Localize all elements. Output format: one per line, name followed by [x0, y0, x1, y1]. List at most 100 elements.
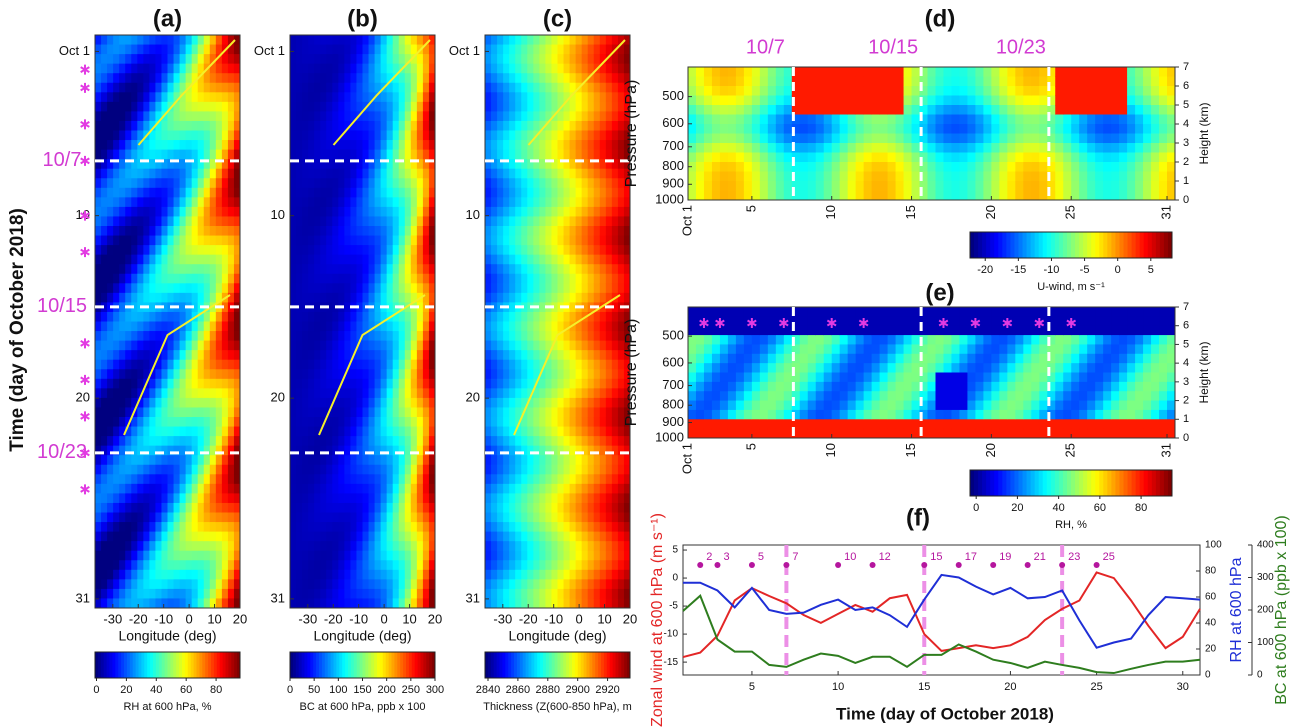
heatmap-cell — [485, 598, 492, 609]
heatmap-cell — [527, 569, 534, 580]
heatmap-cell — [161, 369, 168, 380]
heatmap-cell — [416, 436, 424, 447]
heatmap-cell — [227, 44, 235, 55]
heatmap-cell — [350, 73, 357, 84]
heatmap-cell — [143, 283, 150, 294]
heatmap-cell — [539, 302, 546, 313]
heatmap-cell — [149, 588, 156, 599]
heatmap-cell — [338, 54, 345, 65]
heatmap-cell — [569, 512, 577, 523]
heatmap-cell — [497, 560, 504, 571]
heatmap-cell — [326, 464, 333, 475]
heatmap-cell — [197, 92, 205, 103]
heatmap-cell — [215, 283, 223, 294]
heatmap-cell — [326, 73, 333, 84]
heatmap-cell — [623, 493, 631, 504]
heatmap-cell — [149, 187, 156, 198]
heatmap-cell — [308, 321, 315, 332]
heatmap-cell — [527, 73, 534, 84]
heatmap-cell — [233, 149, 241, 160]
heatmap-cell — [332, 35, 339, 46]
heatmap-cell — [161, 130, 168, 141]
heatmap-cell — [119, 455, 126, 466]
heatmap-cell — [314, 397, 321, 408]
heatmap-cell — [623, 474, 631, 485]
contour-cell — [799, 76, 809, 87]
heatmap-cell — [398, 502, 406, 513]
colorbar-cell — [290, 652, 294, 678]
contour-cell — [879, 181, 889, 191]
heatmap-cell — [509, 550, 516, 561]
contour-cell — [711, 133, 721, 144]
heatmap-cell — [428, 455, 436, 466]
heatmap-cell — [545, 550, 552, 561]
heatmap-cell — [332, 569, 339, 580]
heatmap-cell — [587, 264, 595, 275]
heatmap-cell — [362, 397, 370, 408]
heatmap-cell — [623, 216, 631, 227]
colorbar-cell — [368, 652, 372, 678]
heatmap-cell — [497, 187, 504, 198]
heatmap-cell — [209, 350, 217, 361]
heatmap-cell — [380, 541, 388, 552]
contour-cell — [703, 143, 713, 153]
heatmap-cell — [392, 474, 400, 485]
heatmap-cell — [167, 120, 175, 131]
plot-frame — [484, 34, 631, 609]
panel-title: (c) — [543, 5, 572, 32]
heatmap-cell — [197, 226, 205, 237]
heatmap-cell — [302, 426, 309, 437]
heatmap-cell — [149, 550, 156, 561]
heatmap-cell — [320, 178, 327, 189]
contour-cell — [823, 114, 833, 125]
heatmap-cell — [416, 455, 424, 466]
heatmap-cell — [332, 321, 339, 332]
heatmap-cell — [167, 216, 175, 227]
heatmap-cell — [374, 598, 382, 609]
heatmap-cell — [416, 216, 424, 227]
heatmap-cell — [545, 445, 552, 456]
colorbar-tick-label: 50 — [308, 684, 320, 696]
contour-cell — [688, 143, 697, 153]
heatmap-cell — [161, 44, 168, 55]
heatmap-cell — [308, 426, 315, 437]
heatmap-cell — [515, 92, 522, 103]
heatmap-cell — [125, 292, 132, 303]
heatmap-cell — [605, 407, 613, 418]
heatmap-cell — [428, 140, 436, 151]
heatmap-cell — [137, 321, 144, 332]
heatmap-cell — [320, 493, 327, 504]
colorbar-cell — [362, 652, 366, 678]
heatmap-cell — [326, 35, 333, 46]
heatmap-cell — [338, 35, 345, 46]
heatmap-cell — [350, 321, 357, 332]
heatmap-cell — [404, 159, 412, 170]
heatmap-cell — [215, 111, 223, 122]
heatmap-cell — [221, 168, 229, 179]
heatmap-cell — [587, 512, 595, 523]
heatmap-cell — [563, 331, 571, 342]
heatmap-cell — [521, 206, 528, 217]
heatmap-cell — [539, 436, 546, 447]
heatmap-cell — [356, 254, 363, 265]
heatmap-cell — [569, 159, 577, 170]
heatmap-cell — [290, 455, 297, 466]
contour-cell — [887, 133, 897, 144]
heatmap-cell — [155, 407, 162, 418]
heatmap-cell — [599, 149, 607, 160]
contour-cell — [711, 86, 721, 96]
heatmap-cell — [356, 302, 363, 313]
heatmap-cell — [107, 407, 114, 418]
heatmap-cell — [362, 388, 370, 399]
heatmap-cell — [374, 63, 382, 74]
heatmap-cell — [581, 264, 589, 275]
heatmap-cell — [509, 149, 516, 160]
heatmap-cell — [569, 292, 577, 303]
heatmap-cell — [197, 292, 205, 303]
heatmap-cell — [95, 464, 102, 475]
heatmap-cell — [155, 206, 162, 217]
heatmap-cell — [569, 560, 577, 571]
contour-cell — [807, 86, 817, 96]
heatmap-cell — [617, 445, 625, 456]
heatmap-cell — [179, 44, 187, 55]
